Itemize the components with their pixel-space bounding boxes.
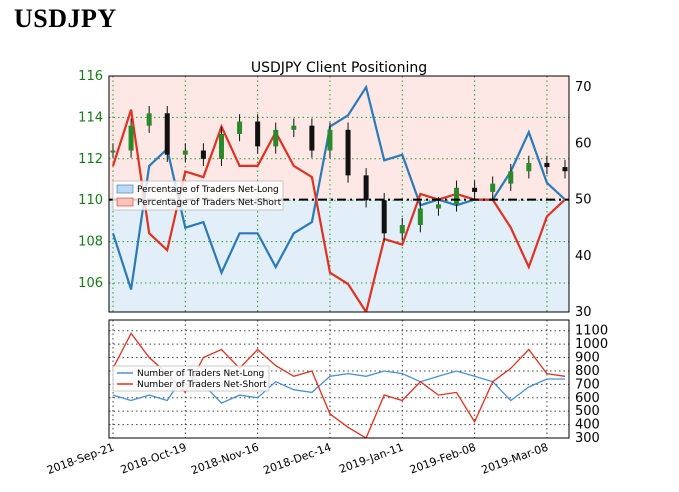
price-tick-label: 112 bbox=[78, 152, 103, 167]
price-candle bbox=[526, 162, 532, 172]
price-candle bbox=[200, 150, 206, 159]
percent-tick-label: 70 bbox=[575, 80, 592, 95]
price-candle bbox=[345, 129, 351, 176]
legend-swatch-net-long bbox=[116, 184, 134, 194]
percent-tick-label: 60 bbox=[575, 136, 592, 151]
price-candle bbox=[544, 162, 550, 168]
price-candle bbox=[472, 187, 478, 192]
price-candle bbox=[508, 171, 514, 184]
date-tick-label: 2018-Nov-16 bbox=[189, 441, 260, 478]
price-candle bbox=[273, 129, 279, 147]
price-candle bbox=[562, 167, 568, 172]
price-candle bbox=[327, 129, 333, 151]
top-legend: Percentage of Traders Net-Long Percentag… bbox=[112, 180, 284, 211]
count-tick-label: 600 bbox=[575, 391, 600, 406]
price-tick-label: 114 bbox=[78, 110, 103, 125]
price-candle bbox=[182, 150, 188, 155]
legend-swatch-net-short bbox=[116, 197, 134, 207]
chart-title: USDJPY Client Positioning bbox=[251, 60, 427, 76]
bottom-panel-border bbox=[108, 319, 570, 439]
date-tick-label: 2018-Sep-21 bbox=[45, 441, 116, 477]
price-candles bbox=[110, 106, 568, 241]
price-candle bbox=[291, 125, 297, 130]
price-tick-label: 116 bbox=[78, 69, 103, 84]
legend-label-net-long: Percentage of Traders Net-Long bbox=[137, 185, 279, 195]
price-candle bbox=[363, 175, 369, 201]
percent-tick-label: 40 bbox=[575, 249, 592, 264]
price-candle bbox=[110, 150, 116, 153]
price-candle bbox=[399, 225, 405, 234]
price-tick-label: 106 bbox=[78, 276, 103, 291]
price-tick-label: 108 bbox=[78, 235, 103, 250]
count-tick-label: 300 bbox=[575, 431, 600, 446]
count-tick-label: 700 bbox=[575, 377, 600, 392]
count-tick-label: 500 bbox=[575, 404, 600, 419]
top-panel-border bbox=[108, 75, 570, 313]
price-candle bbox=[164, 113, 170, 155]
price-candle bbox=[237, 121, 243, 134]
percent-tick-label: 50 bbox=[575, 193, 592, 208]
price-positioning-panel: 106 108 110 112 114 116 30 40 50 60 70 Percentage… bbox=[78, 69, 591, 320]
net-long-fill bbox=[109, 199, 569, 312]
count-tick-label: 800 bbox=[575, 364, 600, 379]
date-tick-label: 2018-Oct-19 bbox=[119, 441, 189, 477]
date-axis: 2018-Sep-21 2018-Oct-19 2018-Nov-16 2018-De… bbox=[45, 441, 550, 478]
percent-axis: 30 40 50 60 70 bbox=[575, 80, 592, 320]
price-candle bbox=[309, 125, 315, 151]
price-tick-label: 110 bbox=[78, 193, 103, 208]
price-candle bbox=[128, 125, 134, 151]
page-title: USDJPY bbox=[14, 4, 117, 33]
bottom-legend-box bbox=[112, 365, 270, 392]
date-tick-label: 2018-Dec-14 bbox=[262, 441, 333, 478]
legend-label-count-short: Number of Traders Net-Short bbox=[137, 380, 267, 390]
date-tick-label: 2019-Mar-08 bbox=[480, 441, 550, 477]
price-candle bbox=[146, 113, 152, 126]
count-tick-label: 900 bbox=[575, 351, 600, 366]
price-candle bbox=[435, 204, 441, 209]
price-candle bbox=[381, 200, 387, 234]
price-candle bbox=[490, 183, 496, 192]
percent-tick-label: 30 bbox=[575, 305, 592, 320]
price-axis: 106 108 110 112 114 116 bbox=[78, 69, 103, 291]
date-tick-label: 2019-Feb-08 bbox=[408, 441, 478, 477]
bottom-legend: Number of Traders Net-Long Number of Tra… bbox=[112, 365, 270, 392]
price-candle bbox=[255, 121, 261, 147]
date-tick-label: 2019-Jan-11 bbox=[337, 441, 405, 476]
price-candle bbox=[454, 187, 460, 205]
count-tick-label: 1100 bbox=[575, 324, 608, 339]
price-candle bbox=[417, 208, 423, 226]
legend-label-count-long: Number of Traders Net-Long bbox=[137, 369, 264, 379]
price-candle bbox=[218, 133, 224, 159]
count-tick-label: 1000 bbox=[575, 337, 608, 352]
count-tick-label: 400 bbox=[575, 418, 600, 433]
top-legend-box bbox=[112, 180, 284, 211]
legend-label-net-short: Percentage of Traders Net-Short bbox=[137, 198, 282, 208]
